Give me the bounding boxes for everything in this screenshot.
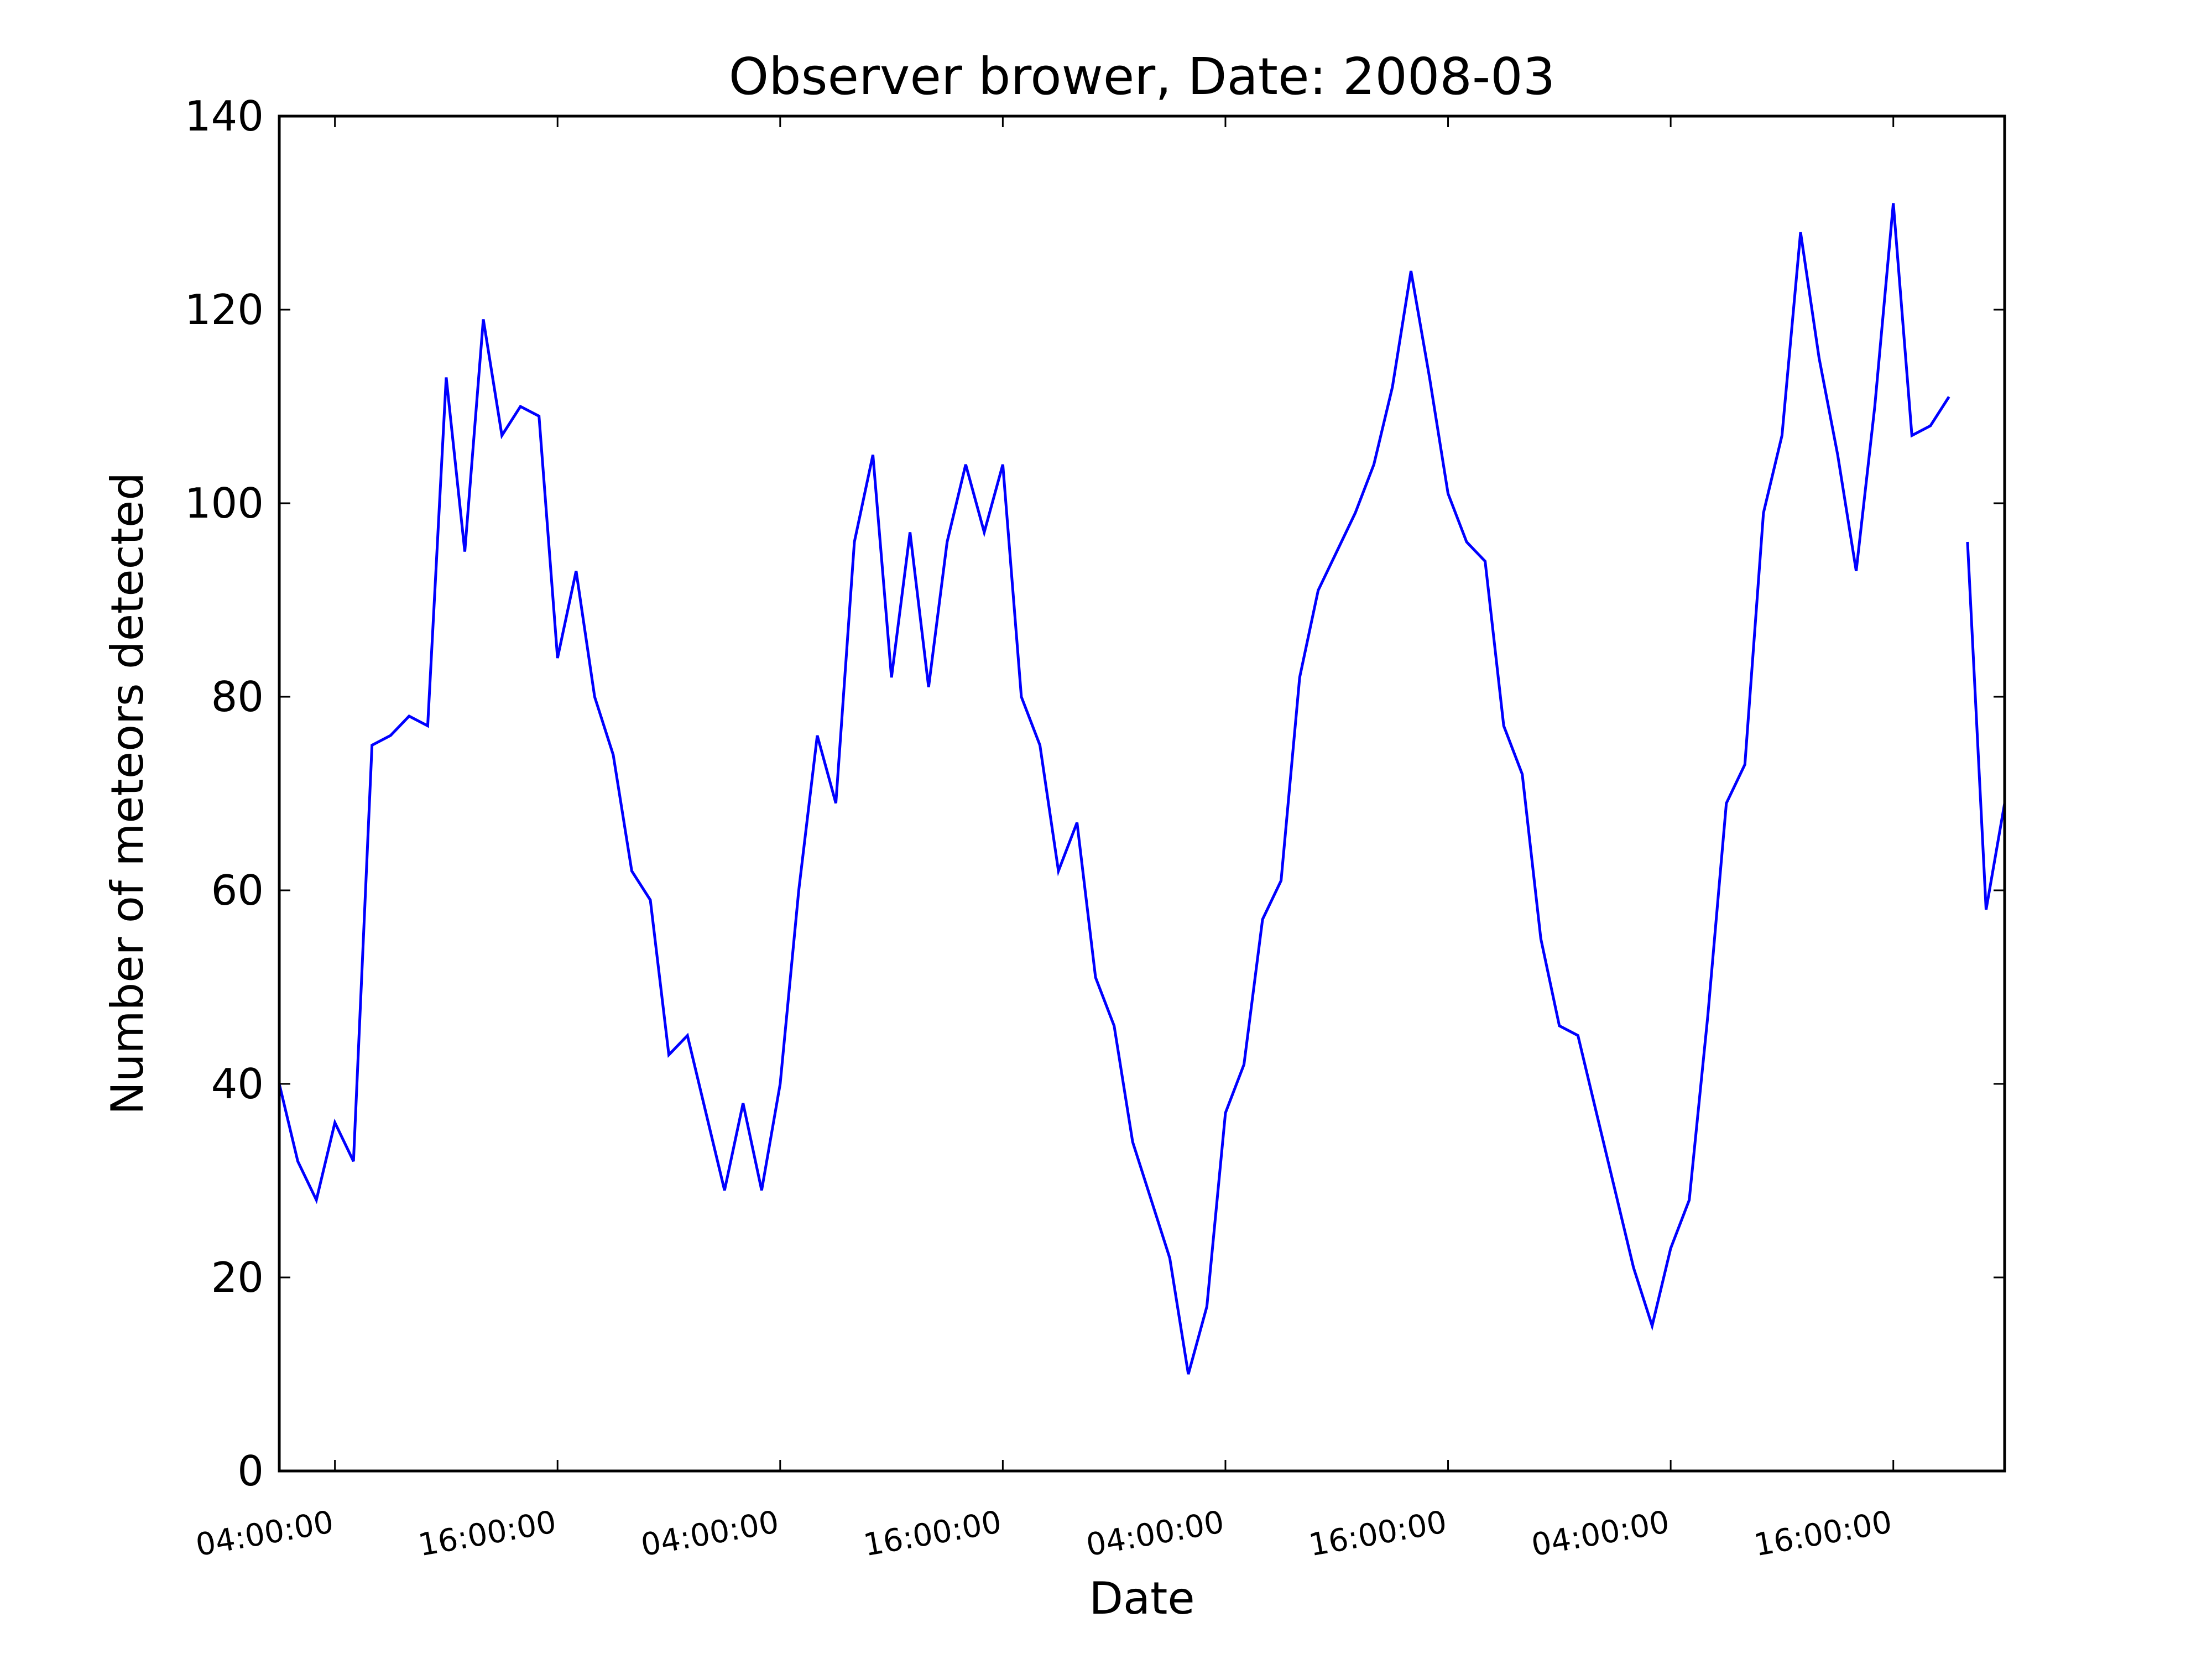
y-tick-label: 140 xyxy=(185,92,264,140)
y-tick-label: 0 xyxy=(237,1447,264,1495)
x-axis-label: Date xyxy=(1089,1573,1194,1624)
y-tick-label: 40 xyxy=(211,1060,264,1108)
series-line xyxy=(278,203,1950,1375)
y-axis-label: Number of meteors detected xyxy=(102,472,153,1115)
y-tick-label: 100 xyxy=(185,479,264,528)
plot-frame xyxy=(278,114,2006,1473)
y-tick-label: 20 xyxy=(211,1253,264,1302)
y-axis-ticks: 0 20 40 60 80 100 120 140 xyxy=(185,92,2005,1495)
series-group xyxy=(278,203,2006,1375)
chart-title: Observer brower, Date: 2008-03 xyxy=(729,47,1555,106)
y-tick-label: 80 xyxy=(211,672,264,721)
series-line xyxy=(1966,541,2006,910)
y-tick-label: 120 xyxy=(185,285,264,334)
y-tick-label: 60 xyxy=(211,866,264,915)
